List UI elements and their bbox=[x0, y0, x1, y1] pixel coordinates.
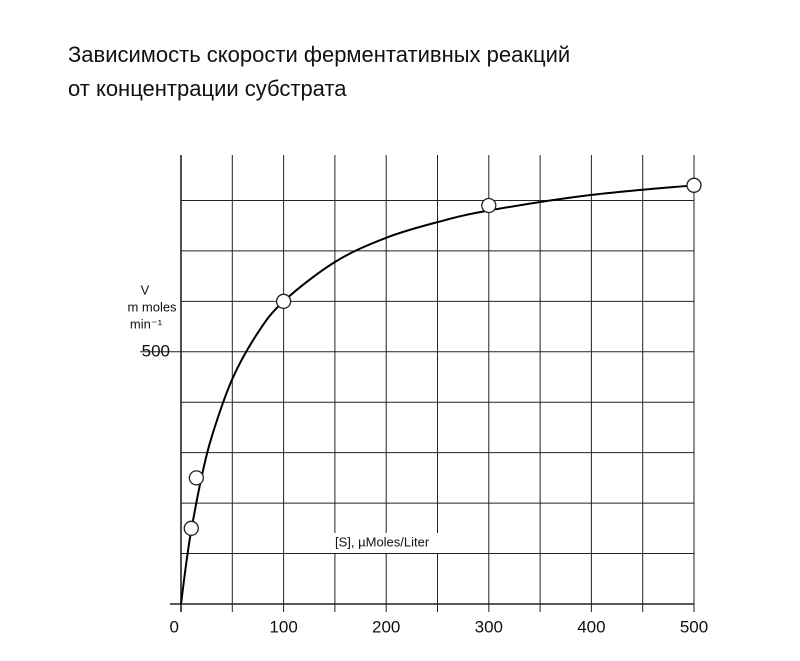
x-tick-label: 300 bbox=[475, 617, 503, 636]
label-background bbox=[330, 533, 460, 553]
y-axis-label: V bbox=[141, 282, 150, 297]
grid bbox=[170, 155, 695, 612]
x-axis-label: [S], µMoles/Liter bbox=[335, 534, 430, 549]
y-axis-label: min⁻¹ bbox=[130, 316, 163, 331]
chart-title: от концентрации субстрата bbox=[68, 76, 347, 101]
data-point bbox=[686, 177, 702, 193]
y-tick-label: 500 bbox=[142, 341, 170, 360]
x-tick-label: 100 bbox=[269, 617, 297, 636]
data-point bbox=[188, 470, 205, 486]
x-tick-label: 0 bbox=[170, 617, 179, 636]
x-tick-label: 500 bbox=[680, 617, 708, 636]
data-point bbox=[481, 197, 497, 214]
data-point bbox=[183, 520, 199, 536]
x-tick-label: 400 bbox=[577, 617, 605, 636]
y-axis-label: m moles bbox=[127, 299, 177, 314]
x-tick-label: 200 bbox=[372, 617, 400, 636]
data-point bbox=[275, 293, 292, 309]
chart-title: Зависимость скорости ферментативных реак… bbox=[68, 42, 570, 67]
